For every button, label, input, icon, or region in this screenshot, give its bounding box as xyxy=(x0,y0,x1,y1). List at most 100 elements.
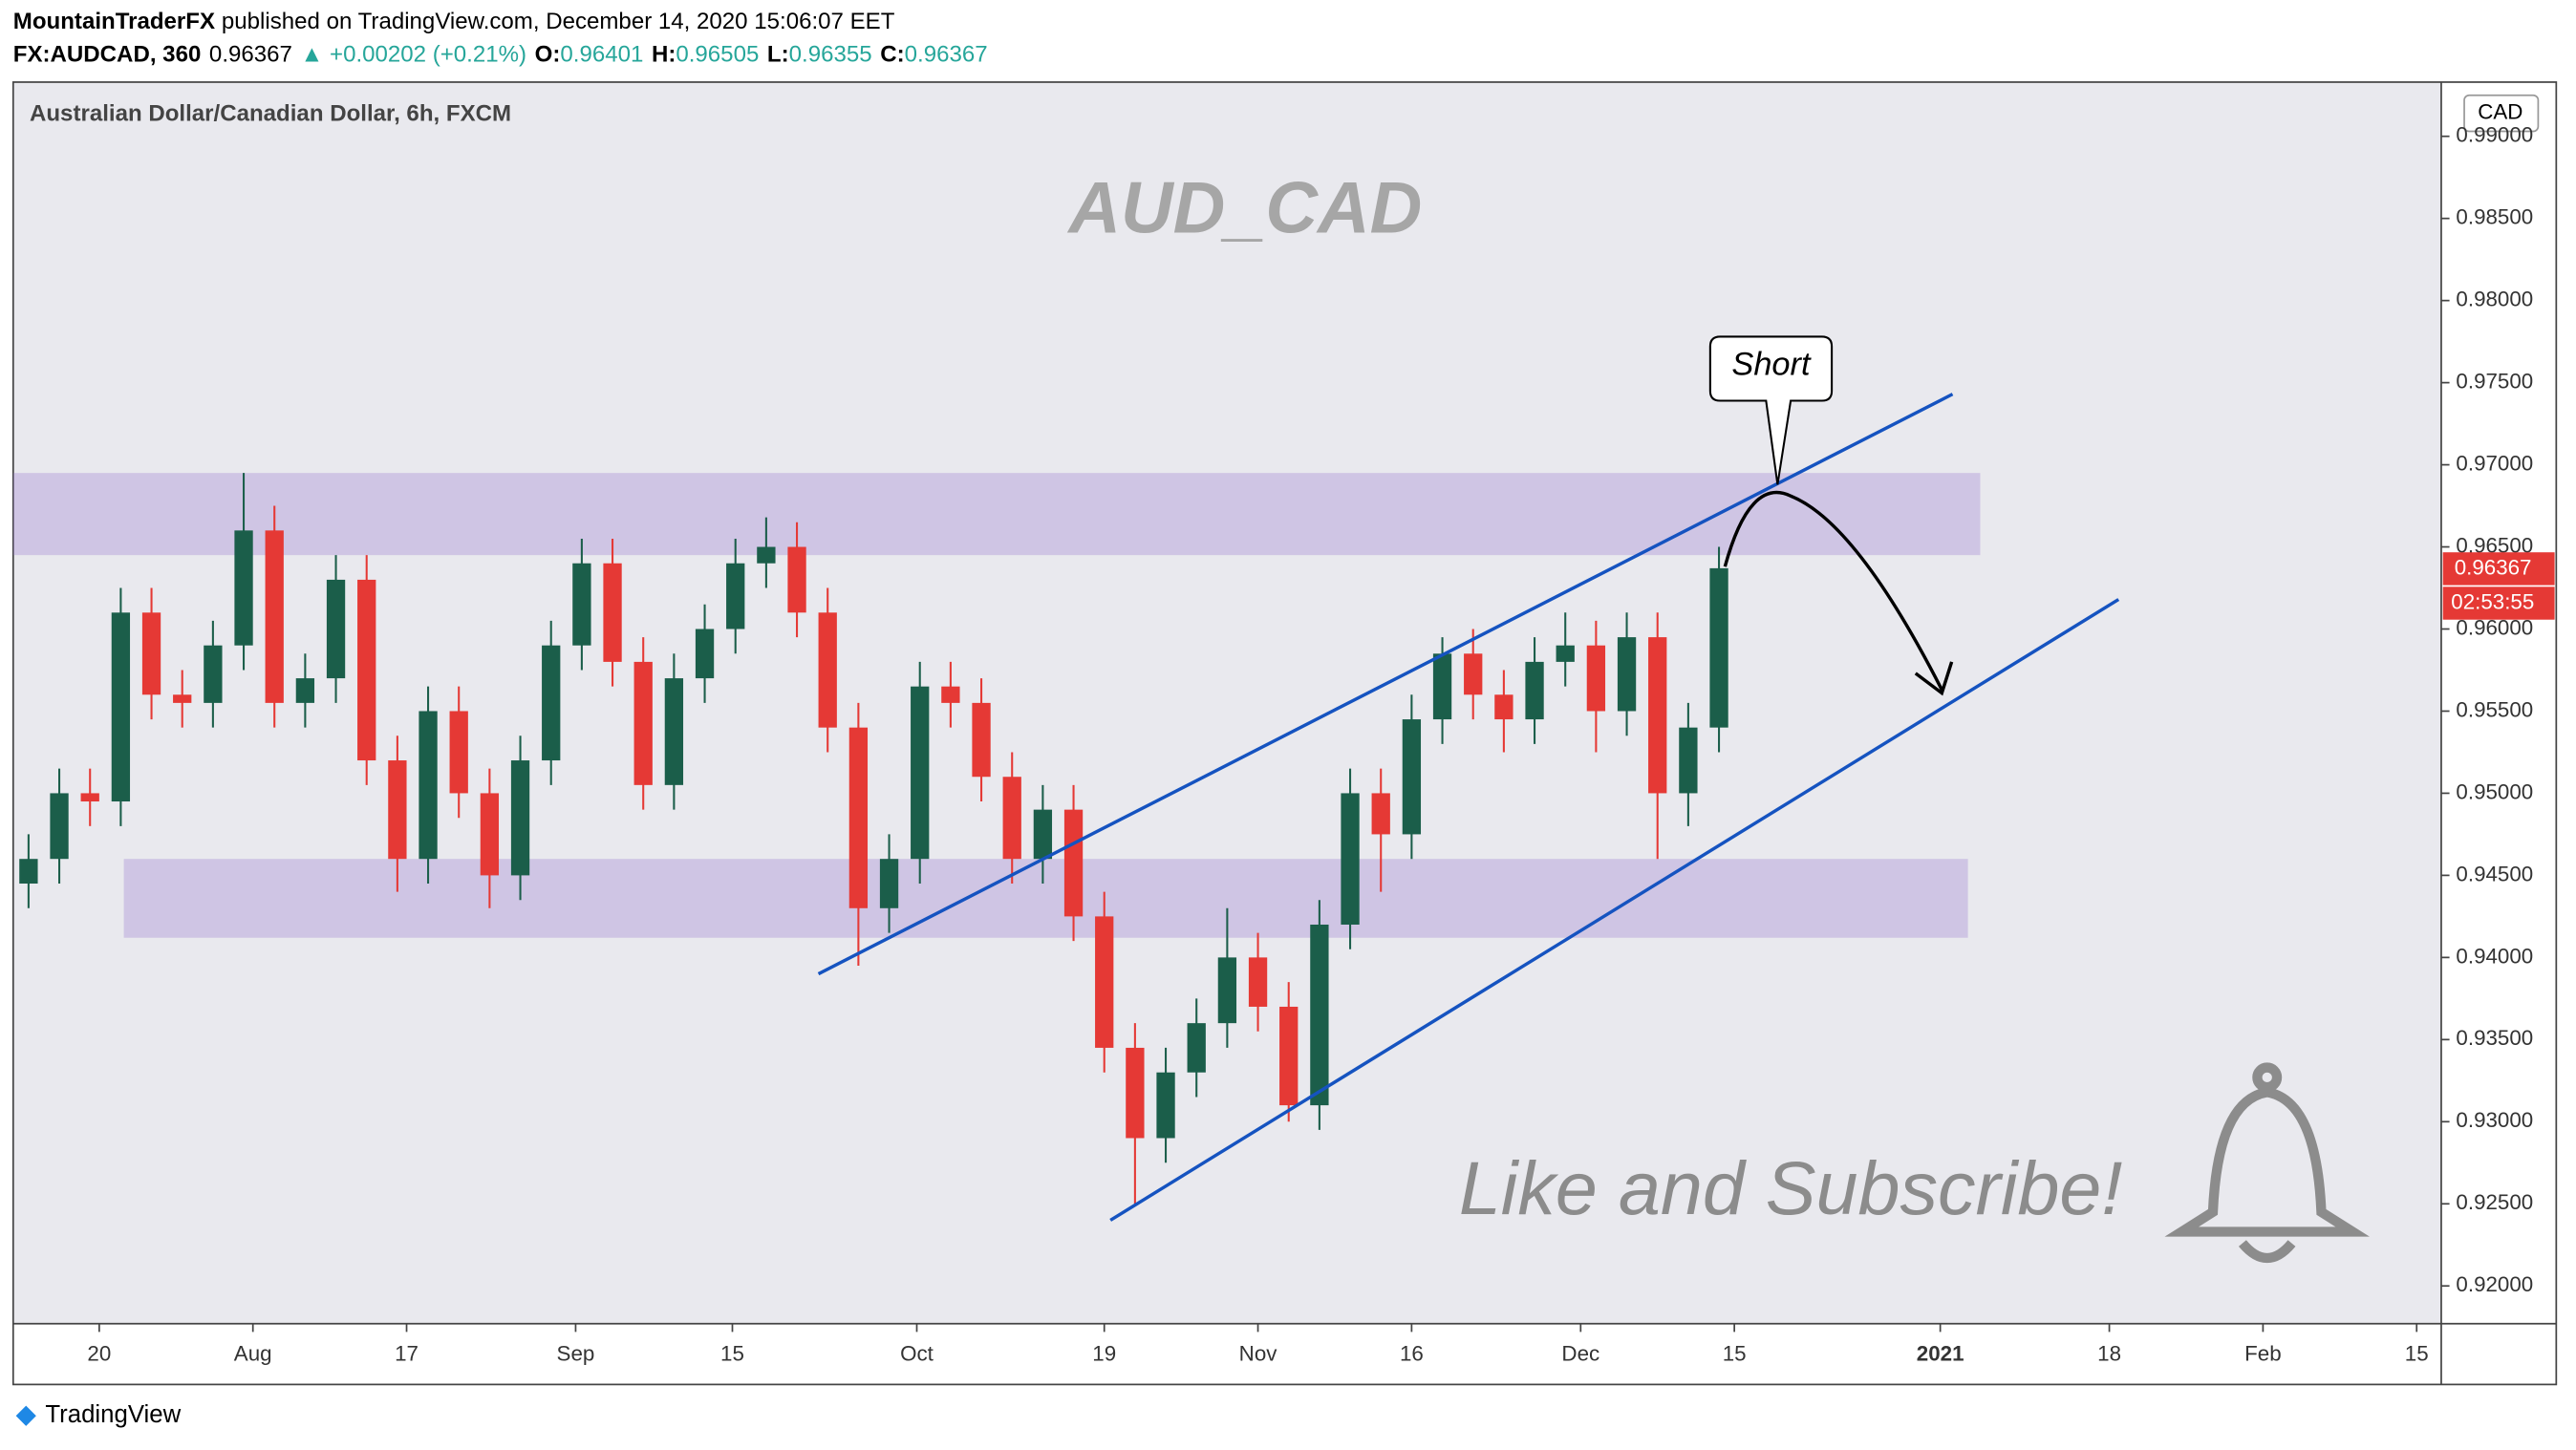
candle-body xyxy=(1126,1047,1145,1139)
zone xyxy=(12,473,1981,556)
candle-body xyxy=(1156,1072,1175,1139)
bell-icon xyxy=(2164,1062,2370,1263)
candle-body xyxy=(1095,916,1114,1048)
ohlc-label: H: xyxy=(652,42,676,68)
subscribe-text: Like and Subscribe! xyxy=(1459,1145,2123,1230)
x-tick-label: 15 xyxy=(720,1341,744,1365)
candle-body xyxy=(1371,793,1390,835)
x-tick-label: 19 xyxy=(1092,1341,1116,1365)
candle-body xyxy=(1709,567,1728,728)
candle-body xyxy=(388,760,407,860)
candle-body xyxy=(542,645,561,761)
x-tick-label: Dec xyxy=(1561,1341,1599,1365)
candle-body xyxy=(141,612,161,695)
x-tick-label: 18 xyxy=(2097,1341,2121,1365)
header-line-2: FX:AUDCAD, 360 0.96367 ▲ +0.00202 (+0.21%)… xyxy=(13,42,988,68)
arrow-head xyxy=(1914,661,1954,696)
y-tick-label: 0.93500 xyxy=(2456,1026,2533,1050)
candle-body xyxy=(787,546,806,613)
ohlc-value: 0.96505 xyxy=(676,42,759,68)
countdown-label: 02:53:55 xyxy=(2451,589,2534,613)
candle-body xyxy=(480,793,500,876)
y-tick-label: 0.97500 xyxy=(2456,370,2533,394)
candle-body xyxy=(1432,653,1452,720)
candle-body xyxy=(419,711,438,860)
candle-body xyxy=(1187,1023,1206,1073)
y-tick-label: 0.95500 xyxy=(2456,697,2533,721)
x-tick-label: Nov xyxy=(1239,1341,1278,1365)
logo: ◆ xyxy=(15,1401,36,1428)
chart-title: Australian Dollar/Canadian Dollar, 6h, F… xyxy=(30,101,511,127)
x-tick-label: Feb xyxy=(2244,1341,2282,1365)
candle-body xyxy=(19,859,38,885)
candle-body xyxy=(757,546,776,564)
candle-body xyxy=(1464,653,1483,695)
y-tick-label: 0.99000 xyxy=(2456,123,2533,147)
ohlc-label: O: xyxy=(535,42,561,68)
candle-body xyxy=(1586,645,1606,712)
x-tick-label: 2021 xyxy=(1917,1341,1964,1365)
last-price-label: 0.96367 xyxy=(2455,555,2532,579)
candle-body xyxy=(449,711,468,794)
projection-arrow xyxy=(1723,490,1943,691)
candle-body xyxy=(173,694,192,703)
currency-box xyxy=(2463,94,2540,133)
ohlc-value: 0.96355 xyxy=(789,42,872,68)
candle-body xyxy=(80,793,99,802)
candle-body xyxy=(1279,1006,1299,1106)
brand: TradingView xyxy=(45,1401,181,1428)
ohlc-label: L: xyxy=(767,42,789,68)
callout-text: Short xyxy=(1731,346,1812,382)
candle-body xyxy=(941,686,960,703)
watermark: AUD_CAD xyxy=(1066,168,1422,248)
currency-label: CAD xyxy=(2478,100,2522,124)
candle-body xyxy=(911,686,930,860)
candle-body xyxy=(664,678,684,785)
candle-body xyxy=(1002,777,1021,860)
candle-body xyxy=(234,530,253,646)
candle-body xyxy=(295,678,315,703)
zone xyxy=(123,859,1968,938)
trend-line xyxy=(817,393,1954,976)
footer-brand: ◆ TradingView xyxy=(15,1401,181,1428)
y-tick-label: 0.94000 xyxy=(2456,944,2533,968)
ohlc-value: 0.96367 xyxy=(905,42,988,68)
candle-body xyxy=(265,530,284,703)
symbol: FX:AUDCAD, 360 xyxy=(13,42,202,68)
published: published on TradingView.com, December 1… xyxy=(222,9,895,34)
candle-body xyxy=(510,760,530,876)
ohlc-label: C: xyxy=(880,42,904,68)
candle-body xyxy=(204,645,223,703)
x-tick-label: Aug xyxy=(234,1341,272,1365)
candle-body xyxy=(1648,637,1667,794)
x-tick-label: Oct xyxy=(900,1341,934,1365)
candle-body xyxy=(111,612,131,802)
y-tick-label: 0.98500 xyxy=(2456,205,2533,229)
candle-body xyxy=(1063,809,1084,917)
y-tick-label: 0.98000 xyxy=(2456,288,2533,311)
y-tick-label: 0.97000 xyxy=(2456,451,2533,475)
plot-area xyxy=(12,81,2441,1324)
candle-body xyxy=(1402,719,1422,835)
y-tick-label: 0.94500 xyxy=(2456,862,2533,885)
candle-body xyxy=(818,612,837,728)
y-tick-label: 0.92500 xyxy=(2456,1190,2533,1214)
candle-body xyxy=(326,579,346,679)
x-tick-label: Sep xyxy=(557,1341,595,1365)
candle-body xyxy=(1217,957,1237,1024)
trend-line xyxy=(1109,598,2120,1222)
candle-body xyxy=(1248,957,1268,1007)
candle-body xyxy=(972,702,991,778)
candle-body xyxy=(572,563,591,646)
candle-body xyxy=(1494,694,1513,720)
candle-body xyxy=(1617,637,1637,712)
candle-body xyxy=(1525,661,1544,720)
countdown-box xyxy=(2442,586,2555,620)
callout-box xyxy=(1708,335,1834,485)
x-tick-label: 15 xyxy=(1723,1341,1747,1365)
candle-body xyxy=(633,661,653,785)
last-price-box xyxy=(2442,552,2555,586)
y-tick-label: 0.95000 xyxy=(2456,779,2533,803)
